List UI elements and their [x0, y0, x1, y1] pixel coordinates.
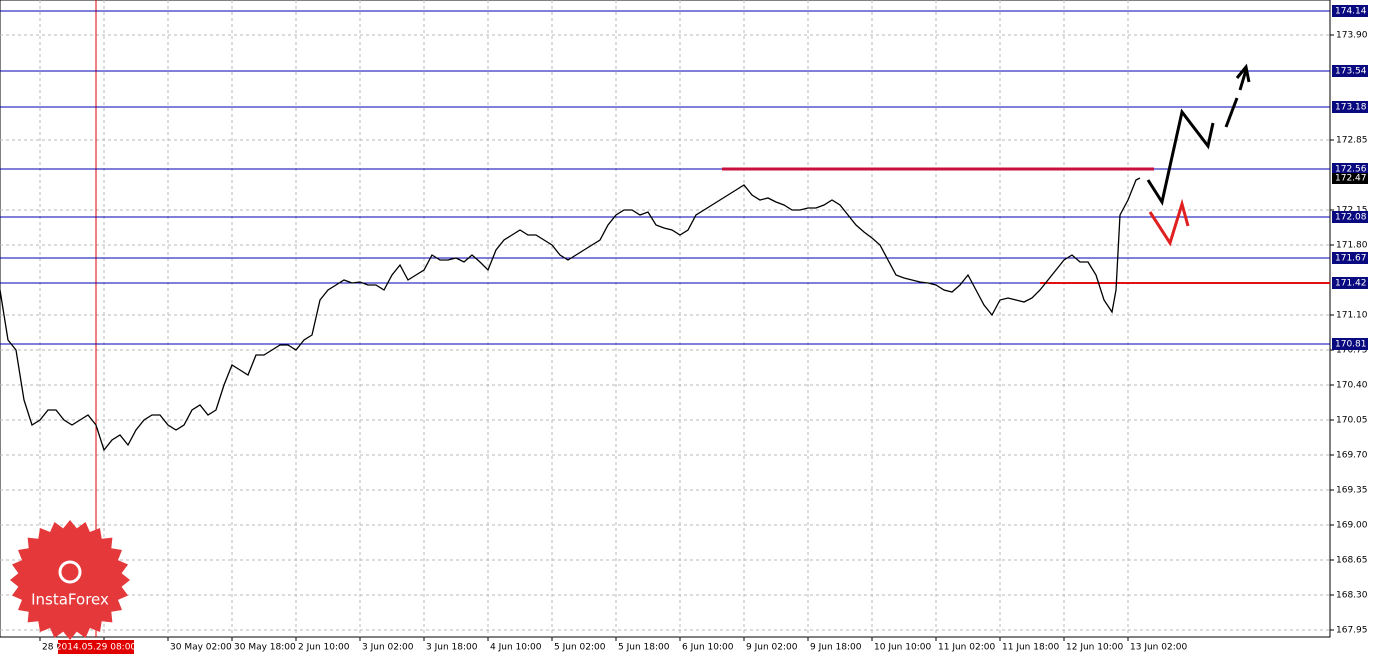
- plot-frame: [0, 0, 1331, 638]
- forecast-dash: [1224, 97, 1239, 128]
- level-label: 172.56: [1335, 165, 1367, 175]
- price-label: 172.47: [1335, 174, 1367, 184]
- level-label: 170.81: [1335, 340, 1367, 350]
- logo-text: InstaForex: [31, 591, 109, 609]
- x-tick-label: 6 Jun 10:00: [682, 643, 734, 653]
- marker-label-bg: [58, 640, 134, 654]
- x-tick-label: 10 Jun 10:00: [874, 643, 931, 653]
- level-label: 173.54: [1335, 67, 1367, 77]
- x-tick-label: 11 Jun 02:00: [938, 643, 995, 653]
- level-label: 174.14: [1335, 7, 1367, 17]
- logo: InstaForex: [10, 520, 130, 640]
- y-tick-label: 167.95: [1336, 626, 1368, 636]
- x-tick-label: 4 Jun 10:00: [490, 643, 542, 653]
- level-label-bg: [1332, 163, 1368, 175]
- y-tick-label: 169.35: [1336, 486, 1368, 496]
- forecast-arrows: [1146, 63, 1251, 247]
- x-tick-label: 13 Jun 02:00: [1130, 643, 1187, 653]
- marker-label: 2014.05.29 08:00: [56, 643, 137, 653]
- y-tick-label: 169.70: [1336, 451, 1368, 461]
- y-tick-label: 170.40: [1336, 381, 1368, 391]
- level-label: 171.42: [1335, 279, 1367, 289]
- x-tick-label: 9 Jun 02:00: [746, 643, 798, 653]
- level-label-bg: [1332, 101, 1368, 113]
- y-tick-label: 172.85: [1336, 136, 1368, 146]
- level-label: 171.67: [1335, 254, 1367, 264]
- y-tick-label: 168.30: [1336, 591, 1368, 601]
- forecast-dash: [1238, 69, 1248, 91]
- y-tick-label: 168.65: [1336, 556, 1368, 566]
- alt-path: [1148, 198, 1190, 247]
- x-tick-label: 30 May 18:00: [234, 643, 296, 653]
- logo-icon: [58, 560, 82, 584]
- y-tick-label: 169.00: [1336, 521, 1368, 531]
- x-tick-label: 11 Jun 18:00: [1002, 643, 1059, 653]
- y-tick-label: 170.05: [1336, 416, 1368, 426]
- forecast-path: [1146, 108, 1215, 206]
- level-label-bg: [1332, 5, 1368, 17]
- price-label-bg: [1332, 173, 1368, 184]
- x-tick-label: 5 Jun 18:00: [618, 643, 670, 653]
- y-tick-label: 170.75: [1336, 346, 1368, 356]
- y-tick-label: 172.15: [1336, 206, 1368, 216]
- x-tick-label: 9 Jun 18:00: [810, 643, 862, 653]
- level-label: 172.08: [1335, 213, 1367, 223]
- level-label-bg: [1332, 252, 1368, 264]
- y-tick-label: 171.10: [1336, 311, 1368, 321]
- logo-badge: [10, 520, 130, 640]
- x-tick-label: 30 May 02:00: [170, 643, 232, 653]
- level-label-bg: [1332, 211, 1368, 223]
- x-tick-label: 5 Jun 02:00: [554, 643, 606, 653]
- level-label: 173.18: [1335, 103, 1367, 113]
- arrow-head: [1235, 63, 1251, 83]
- y-tick-label: 171.80: [1336, 241, 1368, 251]
- x-tick-label: 3 Jun 18:00: [426, 643, 478, 653]
- x-tick-label: 28 M: [42, 643, 64, 653]
- x-tick-label: 2 Jun 10:00: [298, 643, 350, 653]
- price-line: [0, 177, 1141, 452]
- level-label-bg: [1332, 338, 1368, 350]
- level-label-bg: [1332, 65, 1368, 77]
- x-tick-label: 12 Jun 10:00: [1066, 643, 1123, 653]
- level-label-bg: [1332, 277, 1368, 289]
- x-tick-label: 3 Jun 02:00: [362, 643, 414, 653]
- y-tick-label: 173.90: [1336, 31, 1368, 41]
